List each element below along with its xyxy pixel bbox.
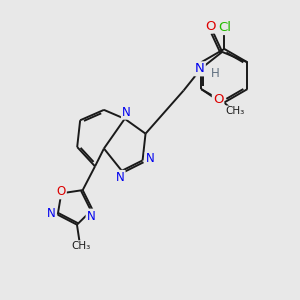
Text: CH₃: CH₃ <box>71 241 90 251</box>
Text: N: N <box>47 207 56 220</box>
Text: N: N <box>116 171 125 184</box>
Text: N: N <box>195 62 205 75</box>
Text: H: H <box>210 67 219 80</box>
Text: O: O <box>57 185 66 198</box>
Text: N: N <box>122 106 130 119</box>
Text: N: N <box>86 209 95 223</box>
Text: CH₃: CH₃ <box>225 106 244 116</box>
Text: Cl: Cl <box>218 21 231 34</box>
Text: N: N <box>146 152 154 165</box>
Text: O: O <box>213 93 223 106</box>
Text: O: O <box>205 20 216 33</box>
